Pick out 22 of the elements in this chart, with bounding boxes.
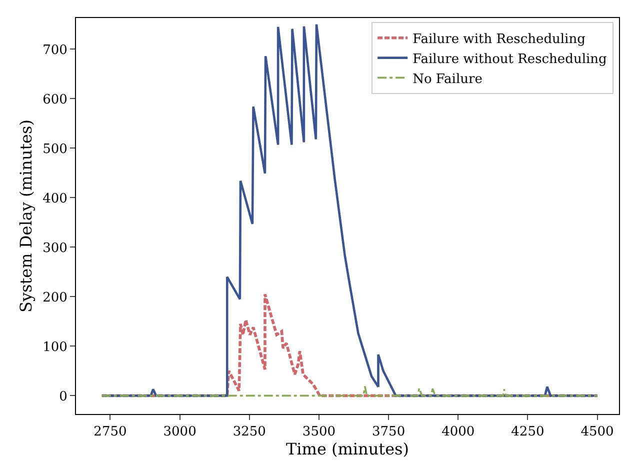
- y-tick-label: 700: [42, 42, 68, 58]
- y-tick-label: 300: [42, 240, 68, 256]
- x-tick-label: 4500: [580, 424, 614, 440]
- y-tick-label: 200: [42, 290, 68, 306]
- legend-label: No Failure: [412, 72, 483, 87]
- y-axis-title: System Delay (minutes): [16, 120, 36, 312]
- line-series: [100, 385, 598, 397]
- x-axis-title: Time (minutes): [286, 440, 410, 459]
- y-tick-label: 600: [42, 92, 68, 108]
- y-tick-label: 100: [42, 340, 68, 355]
- x-tick-label: 3500: [302, 424, 336, 440]
- legend-label: Failure with Rescheduling: [412, 32, 586, 47]
- x-tick-label: 3000: [163, 424, 196, 440]
- y-tick-label: 400: [42, 191, 68, 206]
- y-tick-label: 500: [42, 142, 68, 157]
- x-tick-label: 3750: [372, 424, 406, 440]
- legend-label: Failure without Rescheduling: [412, 52, 607, 67]
- x-tick-label: 3250: [232, 424, 266, 440]
- x-tick-label: 2750: [94, 424, 127, 440]
- y-tick-label: 0: [59, 389, 68, 404]
- x-tick-label: 4000: [442, 424, 475, 440]
- x-tick-label: 4250: [511, 424, 544, 440]
